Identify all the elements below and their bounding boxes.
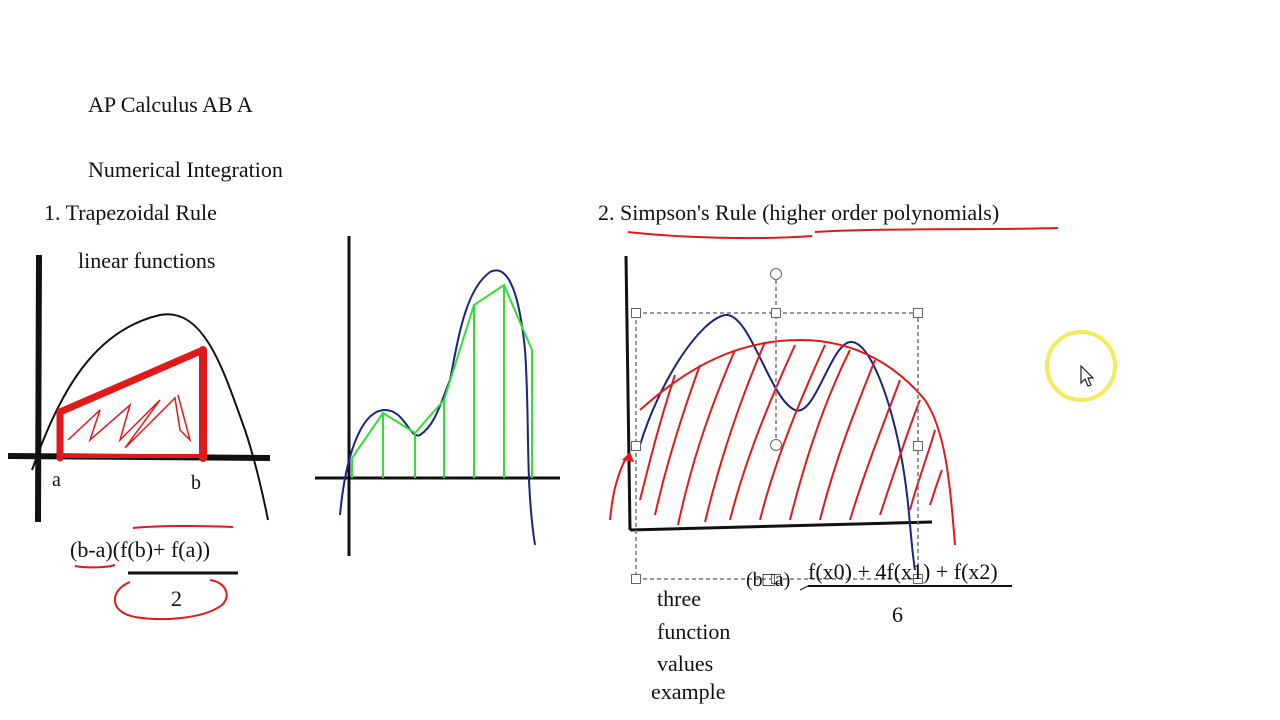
multi-trapezoid-diagram [315,236,560,556]
topic-title: Numerical Integration [88,157,283,182]
trap-formula-numerator: (b-a)(f(b)+ f(a)) [70,537,211,562]
simpson-heading: 2. Simpson's Rule (higher order polynomi… [598,200,999,226]
resize-handle-right[interactable] [913,441,923,451]
simpson-heading-paren: (higher order polynomials) [762,200,1000,225]
simpson-diagram [609,255,956,571]
resize-handle-top-right[interactable] [913,308,923,318]
underline-fb-fa [132,525,234,529]
simpson-note-line-1: three [657,586,701,611]
simpson-formula-factor: (b□a) [746,569,791,591]
trap-formula-denominator: 2 [171,586,182,611]
simpson-heading-prefix: 2. [598,200,620,225]
parabola-arc [639,338,956,546]
mouse-pointer-icon [1080,365,1095,387]
trapezoid-shading [67,394,192,449]
trapezoid-note: linear functions [78,248,216,273]
course-title: AP Calculus AB A [88,92,253,117]
x-axis-3 [629,520,933,532]
simpson-formula-numerator: f(x0) + 4f(x1) + f(x2) [808,559,998,584]
simpson-note-line-2: function [657,619,731,644]
simpson-formula-denominator: 6 [892,602,903,627]
resize-handle-bottom[interactable] [771,574,781,584]
underline-simpson [627,231,813,240]
green-trapezoids [351,283,533,478]
resize-handle-top[interactable] [771,308,781,318]
rotate-handle[interactable] [770,268,782,280]
simpson-heading-name: Simpson's Rule [620,200,757,225]
circle-2 [113,579,228,621]
resize-handle-top-left[interactable] [631,308,641,318]
resize-handle-left[interactable] [631,441,641,451]
underline-b-a [74,564,116,569]
curve-h [639,313,916,571]
red-arrow-mark [622,452,634,462]
curve-f [31,313,269,521]
simpson-note-line-3: values [657,651,714,676]
y-axis-3 [624,255,632,531]
underline-polynomials [814,227,1059,233]
curve-g [339,269,536,546]
simpson-note-line-4: example [651,679,726,704]
label-b: b [191,472,201,494]
y-axis [35,254,42,523]
trapezoid-diagram [7,254,271,523]
resize-handle-bottom-right[interactable] [913,574,923,584]
trapezoid-heading: 1. Trapezoidal Rule [44,200,217,225]
resize-handle-bottom-left[interactable] [631,574,641,584]
label-a: a [52,469,61,491]
trapezoid-outline [56,346,207,462]
simpson-shading [609,341,943,526]
pivot-handle[interactable] [770,439,782,451]
